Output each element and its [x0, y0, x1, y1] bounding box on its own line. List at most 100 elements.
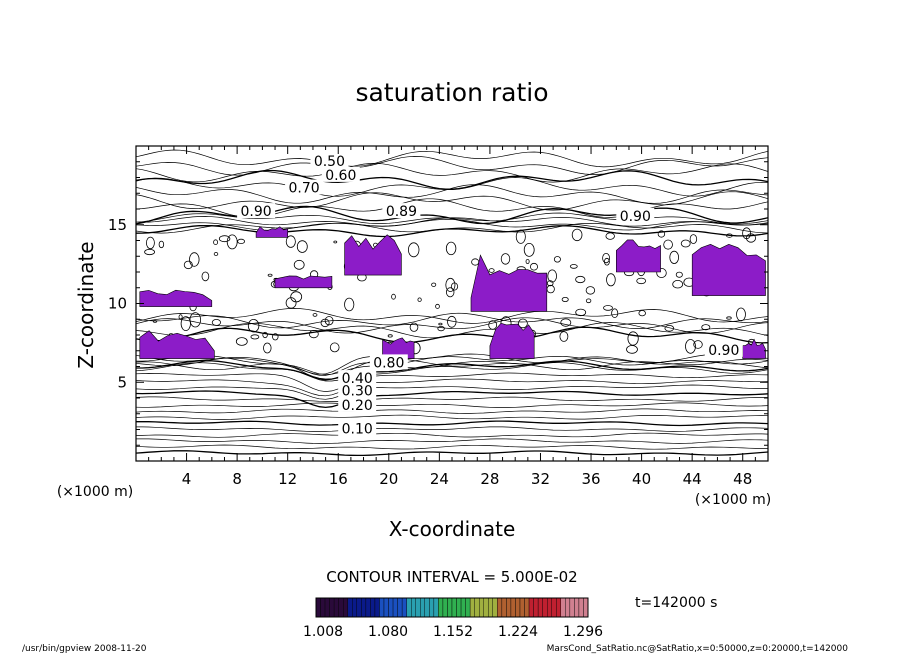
contour-cell — [656, 267, 667, 278]
contour-label: 0.50 — [314, 154, 345, 170]
contour-cell — [685, 339, 696, 354]
contour-cell — [144, 248, 156, 256]
contour-cell — [250, 334, 260, 340]
contour-cell — [546, 280, 554, 287]
colorbar-swatch — [551, 597, 557, 618]
contour-cell — [701, 324, 711, 331]
contour-label: 0.40 — [342, 371, 373, 387]
contour-cell — [218, 235, 231, 243]
contour-line — [135, 191, 769, 211]
contour-lines — [135, 149, 769, 457]
contour-cell — [226, 234, 238, 250]
colorbar-tick-label: 1.008 — [303, 624, 343, 640]
contour-cell — [285, 235, 296, 248]
time-label: t=142000 s — [635, 595, 717, 611]
contour-cell — [211, 318, 221, 326]
contour-cell — [408, 242, 420, 258]
footer-left: /usr/bin/gpview 2008-11-20 — [22, 644, 147, 654]
colorbar-swatch — [506, 597, 512, 618]
colorbar-tick-label: 1.224 — [498, 624, 538, 640]
supersaturated-region — [691, 243, 766, 296]
colorbar-swatch — [542, 597, 548, 618]
contour-cell — [308, 329, 319, 339]
contour-line — [135, 420, 769, 427]
colorbar-swatch — [397, 597, 403, 618]
supersaturated-region — [139, 330, 215, 359]
contour-cell — [604, 257, 610, 266]
colorbar-swatch — [365, 597, 371, 618]
colorbar-swatch — [401, 597, 407, 618]
supersaturated-regions — [139, 226, 766, 359]
contour-cell — [391, 293, 396, 300]
contour-cell — [669, 250, 679, 264]
contour-cell — [602, 253, 610, 264]
colorbar-swatch — [415, 597, 421, 618]
supersaturated-region — [742, 338, 766, 359]
contour-cell — [201, 271, 210, 282]
colorbar-tick-label: 1.080 — [368, 624, 408, 640]
supersaturated-region — [344, 234, 402, 276]
colorbar-tick-label: 1.296 — [563, 624, 603, 640]
contour-label: 0.80 — [373, 355, 404, 371]
z-tick-label: 5 — [117, 373, 127, 391]
colorbar-swatch — [560, 597, 566, 618]
colorbar-swatch — [456, 597, 462, 618]
contour-cell — [447, 315, 457, 328]
contour-label: 0.89 — [386, 204, 417, 220]
colorbar-swatch — [465, 597, 471, 618]
contour-line — [135, 163, 769, 183]
contour-cell — [680, 239, 691, 248]
contour-label-bg — [382, 203, 421, 219]
contour-cell — [189, 252, 200, 267]
colorbar-swatch — [469, 597, 475, 618]
contour-line — [135, 353, 769, 375]
x-tick-label: 12 — [278, 470, 297, 488]
contour-line — [135, 408, 769, 414]
colorbar-swatch — [411, 597, 416, 618]
colorbar-swatch — [392, 597, 398, 618]
contour-cell — [547, 269, 557, 283]
colorbar-swatch — [583, 597, 589, 618]
contour-cell — [235, 337, 248, 346]
colorbar-swatch — [424, 597, 430, 618]
colorbar-swatch — [320, 597, 326, 618]
colorbar-swatch — [388, 597, 394, 618]
footer-right: MarsCond_SatRatio.nc@SatRatio,x=0:50000,… — [547, 644, 849, 654]
x-unit-left: (×1000 m) — [57, 484, 133, 500]
colorbar-swatch — [433, 597, 439, 618]
contour-line — [135, 390, 769, 409]
x-tick-label: 20 — [379, 470, 398, 488]
contour-cell — [636, 277, 647, 285]
contour-cell — [446, 287, 455, 298]
contour-cell — [546, 284, 555, 294]
colorbar-swatch — [361, 597, 367, 618]
contour-labels: 0.10 0.200.300.40 0.500.60 0.70 0.90 0.89 0.90… — [237, 152, 743, 438]
contour-cell — [603, 305, 613, 311]
contour-cell — [237, 238, 246, 244]
contour-cell — [626, 345, 638, 354]
colorbar-swatch — [338, 597, 344, 618]
contour-label: 0.90 — [708, 343, 739, 359]
contour-line — [135, 222, 769, 234]
contour-cell — [627, 331, 639, 346]
contour-cell — [409, 322, 419, 332]
contour-cell — [657, 230, 666, 238]
colorbar-swatch — [501, 597, 507, 618]
z-tick-label: 15 — [108, 216, 127, 234]
contour-line — [135, 156, 769, 176]
contour-cell — [742, 227, 751, 240]
contour-cell — [324, 316, 334, 326]
contour-cell — [726, 316, 732, 320]
contour-cell — [152, 320, 158, 323]
contour-cell — [553, 256, 561, 263]
contour-cell — [525, 258, 530, 264]
chart-title: saturation ratio — [355, 78, 548, 107]
supersaturated-region — [274, 275, 333, 289]
x-unit-right: (×1000 m) — [695, 492, 771, 508]
contour-cell — [471, 258, 480, 266]
contour-label: 0.20 — [342, 398, 373, 414]
colorbar-swatch — [343, 597, 348, 618]
contour-cell — [560, 318, 572, 327]
colorbar-swatch — [483, 597, 489, 618]
contour-cell — [435, 303, 440, 309]
